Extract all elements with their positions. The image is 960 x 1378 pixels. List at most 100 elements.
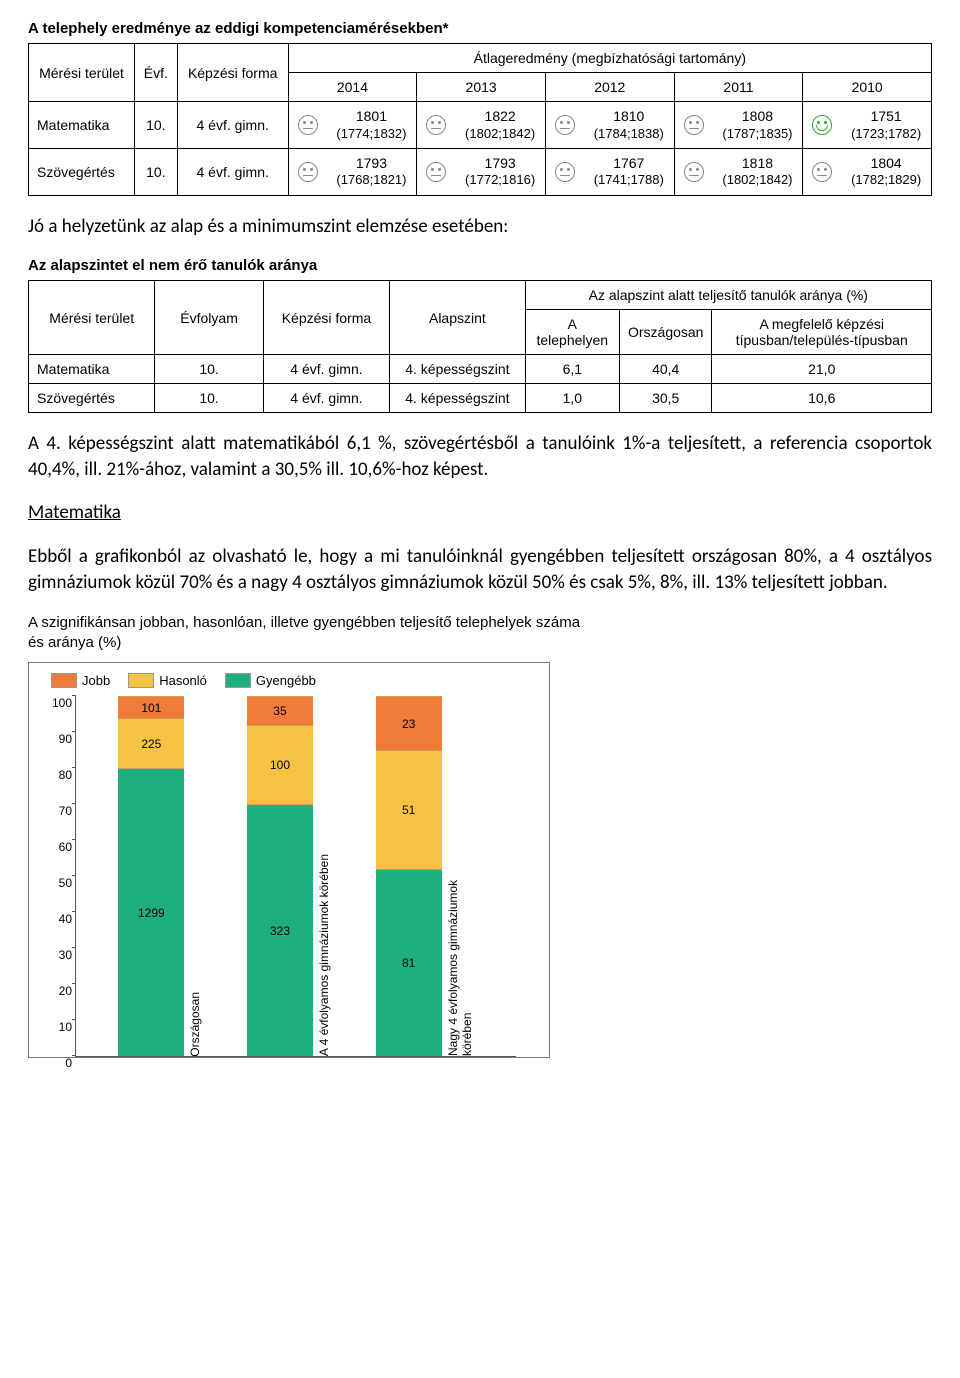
neutral-face-icon	[298, 115, 318, 135]
y-tick-label: 50	[38, 876, 72, 890]
bar-segment-worse: 323	[247, 804, 313, 1056]
t1-h-grade: Évf.	[134, 44, 177, 102]
y-tick-mark	[72, 803, 76, 804]
value-cell: 1751(1723;1782)	[841, 102, 931, 149]
legend-item: Gyengébb	[225, 673, 316, 688]
x-axis-label: Országosan	[188, 992, 202, 1057]
table-cell: 4 évf. gimn.	[177, 102, 288, 149]
t1-year-1: 2013	[417, 73, 546, 102]
neutral-face-icon	[684, 115, 704, 135]
y-tick-label: 0	[38, 1056, 72, 1070]
face-cell	[803, 148, 842, 195]
face-cell	[417, 148, 456, 195]
bar-segment-similar: 225	[118, 718, 184, 768]
bar-segment-better: 23	[376, 696, 442, 750]
bar-segment-similar: 100	[247, 725, 313, 804]
bar-segment-similar: 51	[376, 750, 442, 869]
value-cell: 1767(1741;1788)	[584, 148, 674, 195]
table-row: Matematika10.4 évf. gimn.4. képességszin…	[29, 355, 932, 384]
chart-legend: Jobb Hasonló Gyengébb	[51, 673, 549, 688]
table-cell: 10,6	[712, 384, 932, 413]
table2-title: Az alapszintet el nem érő tanulók aránya	[28, 257, 932, 274]
stacked-bar: 235181	[376, 696, 442, 1056]
face-cell	[545, 102, 584, 149]
y-tick-label: 90	[38, 732, 72, 746]
table1: Mérési terület Évf. Képzési forma Átlage…	[28, 43, 932, 196]
stacked-bar: 35100323	[247, 696, 313, 1056]
chart-title: A szignifikánsan jobban, hasonlóan, ille…	[28, 613, 588, 652]
y-tick-mark	[72, 767, 76, 768]
table-row: Szövegértés10.4 évf. gimn.1793(1768;1821…	[29, 148, 932, 195]
face-cell	[288, 102, 327, 149]
neutral-face-icon	[812, 162, 832, 182]
para1: Jó a helyzetünk az alap és a minimumszin…	[28, 214, 932, 240]
x-axis-label: A 4 évfolyamos gimnáziumok körében	[317, 854, 331, 1056]
table-cell: 1,0	[525, 384, 619, 413]
legend-item: Hasonló	[128, 673, 207, 688]
neutral-face-icon	[298, 162, 318, 182]
t1-h-area: Mérési terület	[29, 44, 135, 102]
table-cell: 4 évf. gimn.	[263, 355, 389, 384]
y-tick-mark	[72, 875, 76, 876]
value-cell: 1808(1787;1835)	[713, 102, 803, 149]
legend-item: Jobb	[51, 673, 110, 688]
bar-segment-worse: 81	[376, 869, 442, 1056]
t1-h-form: Képzési forma	[177, 44, 288, 102]
legend-swatch	[225, 673, 251, 688]
y-tick-mark	[72, 983, 76, 984]
table-row: Matematika10.4 évf. gimn.1801(1774;1832)…	[29, 102, 932, 149]
value-cell: 1793(1772;1816)	[455, 148, 545, 195]
table-cell: 6,1	[525, 355, 619, 384]
y-tick-label: 20	[38, 984, 72, 998]
t2-h-level: Alapszint	[390, 281, 525, 355]
table-cell: 10.	[155, 384, 263, 413]
face-cell	[674, 148, 713, 195]
table-cell: Szövegértés	[29, 148, 135, 195]
y-tick-mark	[72, 1019, 76, 1020]
face-cell	[288, 148, 327, 195]
table-cell: Matematika	[29, 102, 135, 149]
y-tick-label: 80	[38, 768, 72, 782]
y-tick-mark	[72, 1055, 76, 1056]
chart-frame: Jobb Hasonló Gyengébb 1012251299 Országosan…	[28, 662, 550, 1058]
y-tick-label: 70	[38, 804, 72, 818]
neutral-face-icon	[555, 162, 575, 182]
t2-h-national: Országosan	[619, 310, 711, 355]
bar-segment-better: 101	[118, 696, 184, 718]
table-cell: 4. képességszint	[390, 355, 525, 384]
t1-year-2: 2012	[545, 73, 674, 102]
value-cell: 1793(1768;1821)	[327, 148, 417, 195]
bar-segment-worse: 1299	[118, 768, 184, 1056]
table-cell: 10.	[134, 148, 177, 195]
value-cell: 1810(1784;1838)	[584, 102, 674, 149]
chart: A szignifikánsan jobban, hasonlóan, ille…	[28, 613, 588, 1058]
table2: Mérési terület Évfolyam Képzési forma Al…	[28, 280, 932, 413]
legend-label: Jobb	[82, 673, 110, 688]
table-cell: 10.	[134, 102, 177, 149]
y-tick-mark	[72, 947, 76, 948]
t1-year-0: 2014	[288, 73, 417, 102]
bar-group: 1012251299 Országosan	[118, 696, 202, 1056]
legend-label: Gyengébb	[256, 673, 316, 688]
y-tick-mark	[72, 731, 76, 732]
table-cell: 4 évf. gimn.	[263, 384, 389, 413]
value-cell: 1818(1802;1842)	[713, 148, 803, 195]
x-axis-label: Nagy 4 évfolyamos gimnáziumok körében	[446, 846, 474, 1056]
neutral-face-icon	[426, 162, 446, 182]
face-cell	[545, 148, 584, 195]
face-cell	[417, 102, 456, 149]
table-cell: 21,0	[712, 355, 932, 384]
t2-h-type: A megfelelő képzési típusban/település-t…	[712, 310, 932, 355]
table-cell: 4. képességszint	[390, 384, 525, 413]
table-cell: Matematika	[29, 355, 155, 384]
bar-segment-better: 35	[247, 696, 313, 725]
y-tick-label: 100	[38, 696, 72, 710]
y-tick-label: 40	[38, 912, 72, 926]
table-cell: Szövegértés	[29, 384, 155, 413]
y-tick-label: 10	[38, 1020, 72, 1034]
value-cell: 1804(1782;1829)	[841, 148, 931, 195]
neutral-face-icon	[555, 115, 575, 135]
y-tick-label: 30	[38, 948, 72, 962]
y-tick-mark	[72, 839, 76, 840]
neutral-face-icon	[426, 115, 446, 135]
